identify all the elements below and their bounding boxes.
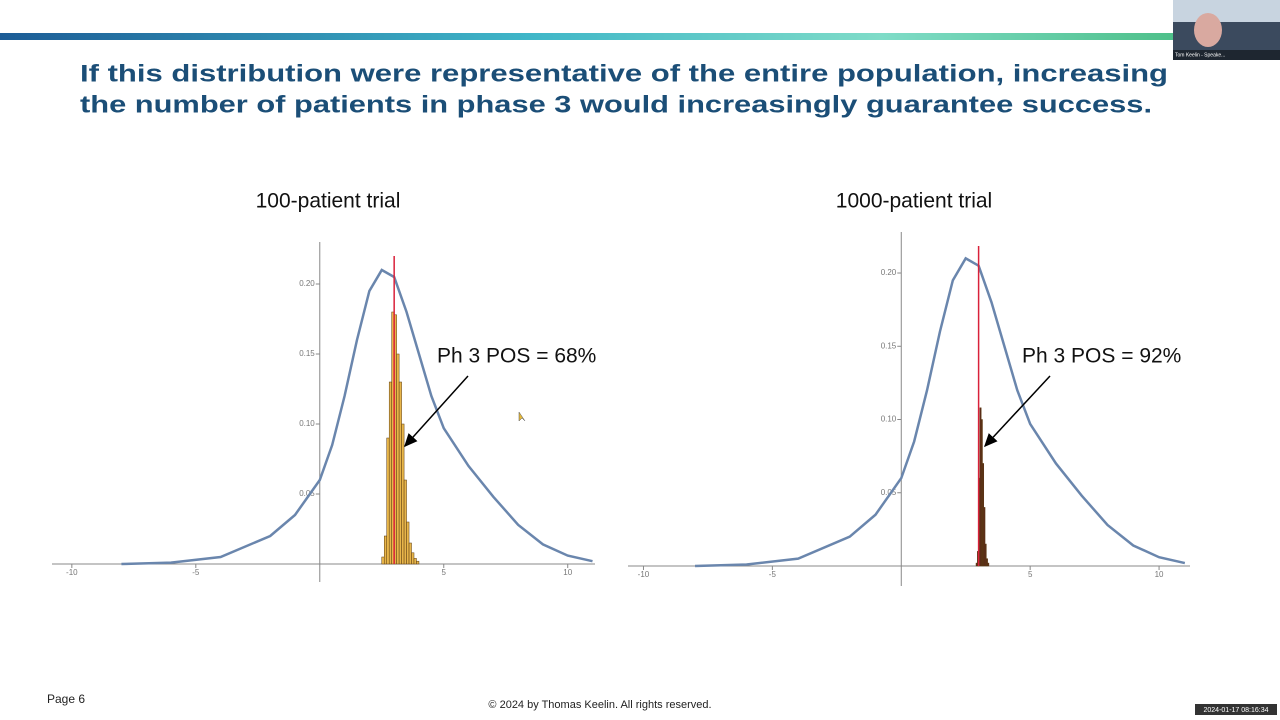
y-tick-label: 0.20 xyxy=(881,268,897,277)
x-tick-label: -5 xyxy=(769,570,777,579)
histogram-bar xyxy=(401,423,405,565)
chart-title: 1000-patient trial xyxy=(836,190,992,213)
copyright: © 2024 by Thomas Keelin. All rights rese… xyxy=(488,699,711,711)
density-curve xyxy=(121,268,593,566)
chart-title: 100-patient trial xyxy=(256,190,401,213)
histogram-bar xyxy=(986,558,988,567)
x-tick-label: 10 xyxy=(1155,570,1164,579)
slide-title: If this distribution were representative… xyxy=(80,60,1168,87)
y-tick-label: 0.10 xyxy=(299,419,315,428)
histogram-bar xyxy=(388,381,392,565)
histogram-bar xyxy=(983,507,986,567)
header-bar xyxy=(0,33,1175,40)
x-tick-label: -5 xyxy=(192,568,200,577)
webcam-name: Tom Keelin - Speake... xyxy=(1175,52,1225,58)
webcam: Tom Keelin - Speake... xyxy=(1173,0,1280,60)
x-tick-label: 5 xyxy=(442,568,447,577)
histogram-bar xyxy=(984,543,987,567)
histogram-bar xyxy=(381,556,385,565)
x-tick-label: 10 xyxy=(563,568,572,577)
annotation: Ph 3 POS = 68% xyxy=(437,345,596,368)
slide-title: the number of patients in phase 3 would … xyxy=(80,91,1152,118)
annotation-arrow xyxy=(983,375,1051,448)
histogram-bar xyxy=(408,542,412,565)
y-tick-label: 0.10 xyxy=(881,415,897,424)
annotation-arrow xyxy=(403,375,469,448)
annotation: Ph 3 POS = 92% xyxy=(1022,345,1181,368)
x-tick-label: 5 xyxy=(1028,570,1033,579)
histogram-bar xyxy=(987,562,990,567)
histogram-bar xyxy=(406,521,410,565)
histogram-bar xyxy=(386,437,390,565)
webcam-caption xyxy=(1173,50,1280,60)
timestamp: 2024-01-17 08:16:34 xyxy=(1204,707,1269,714)
page-number: Page 6 xyxy=(47,692,85,706)
y-tick-label: 0.20 xyxy=(299,279,315,288)
histogram-bar xyxy=(413,558,417,565)
histogram-bar xyxy=(398,381,402,565)
webcam-face xyxy=(1194,13,1222,47)
cursor xyxy=(518,411,526,422)
histogram-bar xyxy=(396,353,400,565)
histogram-bar xyxy=(403,479,407,565)
y-tick-label: 0.15 xyxy=(881,341,897,350)
webcam-sky xyxy=(1173,0,1280,22)
histogram-bar xyxy=(411,552,415,565)
y-tick-label: 0.15 xyxy=(299,349,315,358)
y-tick-label: 0.05 xyxy=(881,488,897,497)
histogram-bar xyxy=(416,560,420,565)
x-tick-label: -10 xyxy=(66,568,78,577)
histogram-bar xyxy=(383,535,387,565)
density-curve xyxy=(694,256,1186,568)
y-tick-label: 0.05 xyxy=(299,489,315,498)
x-tick-label: -10 xyxy=(638,570,650,579)
timestamp-box xyxy=(1195,704,1277,715)
